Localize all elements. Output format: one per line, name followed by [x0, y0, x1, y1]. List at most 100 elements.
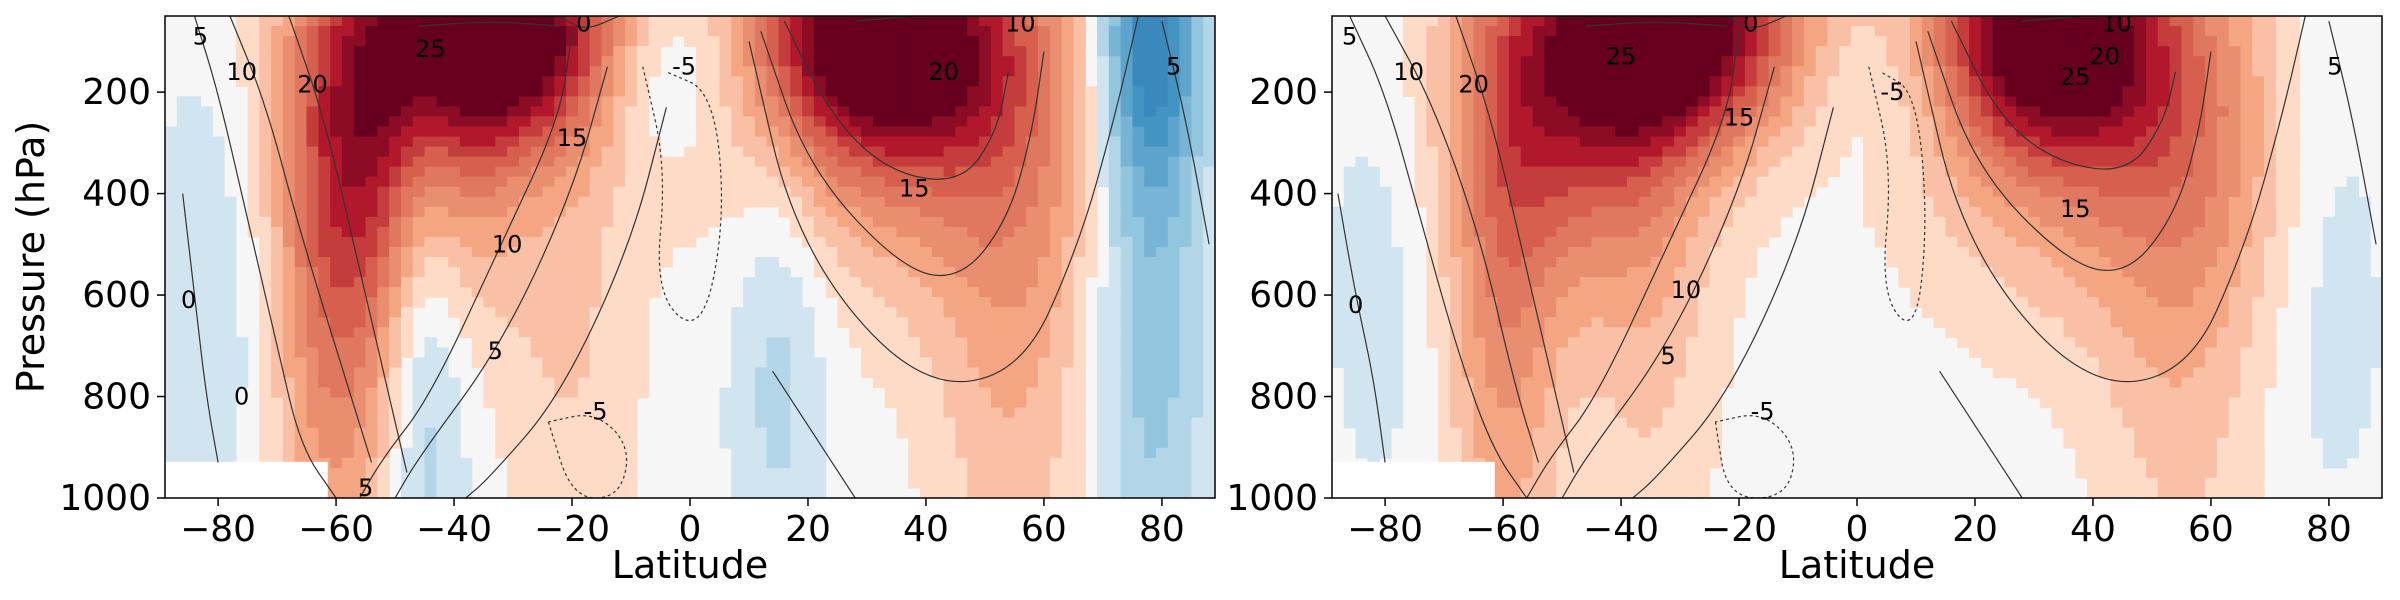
shading-cell	[400, 156, 414, 168]
shading-cell	[459, 166, 473, 178]
shading-cell	[1615, 116, 1628, 128]
shading-cell	[1132, 457, 1145, 469]
shading-cell	[1426, 106, 1439, 118]
shading-cell	[884, 16, 898, 27]
shading-cell	[330, 457, 343, 469]
shading-cell	[1544, 166, 1557, 178]
shading-cell	[1343, 347, 1357, 359]
shading-cell	[931, 166, 945, 178]
shading-cell	[1367, 277, 1380, 288]
shading-cell	[282, 86, 296, 97]
shading-cell	[165, 236, 178, 248]
shading-cell	[1544, 216, 1557, 228]
shading-cell	[1108, 287, 1122, 298]
shading-cell	[330, 327, 343, 338]
shading-cell	[695, 146, 709, 158]
shading-cell	[825, 66, 839, 77]
shading-cell	[931, 377, 945, 389]
shading-cell	[1579, 246, 1593, 258]
shading-cell	[424, 156, 437, 168]
shading-cell	[1603, 337, 1616, 348]
shading-cell	[1615, 347, 1628, 359]
shading-cell	[1626, 337, 1640, 348]
shading-cell	[530, 126, 544, 138]
shading-cell	[1203, 447, 1215, 459]
shading-cell	[1014, 116, 1027, 128]
shading-cell	[990, 267, 1004, 278]
shading-cell	[849, 106, 862, 118]
shading-cell	[436, 76, 449, 87]
shading-cell	[967, 307, 980, 318]
shading-cell	[318, 277, 331, 288]
shading-cell	[341, 457, 355, 469]
shading-cell	[896, 96, 909, 107]
shading-cell	[1497, 337, 1510, 348]
shading-cell	[1367, 357, 1380, 369]
shading-cell	[1532, 357, 1545, 369]
shading-cell	[1002, 367, 1016, 379]
shading-cell	[1144, 487, 1157, 498]
shading-cell	[1544, 236, 1557, 248]
shading-cell	[554, 287, 567, 298]
shading-cell	[743, 176, 756, 188]
shading-cell	[318, 116, 331, 128]
shading-cell	[613, 347, 626, 359]
shading-cell	[200, 427, 213, 439]
shading-cell	[625, 307, 638, 318]
shading-cell	[1438, 327, 1451, 338]
shading-cell	[495, 427, 508, 439]
shading-cell	[1073, 66, 1086, 77]
shading-cell	[1097, 487, 1110, 498]
shading-cell	[589, 186, 603, 198]
shading-cell	[754, 487, 768, 498]
shading-cell	[200, 216, 213, 228]
shading-cell	[566, 357, 579, 369]
shading-cell	[542, 76, 555, 87]
shading-cell	[1591, 46, 1604, 57]
shading-cell	[1591, 417, 1604, 429]
shading-cell	[577, 437, 591, 449]
shading-cell	[341, 46, 355, 57]
shading-cell	[483, 186, 496, 198]
shading-cell	[601, 337, 614, 348]
shading-cell	[884, 166, 898, 178]
shading-cell	[931, 327, 945, 338]
shading-cell	[294, 377, 308, 389]
shading-cell	[330, 397, 343, 409]
shading-cell	[1603, 257, 1616, 268]
shading-cell	[766, 427, 780, 439]
y-tick-label: 200	[82, 72, 151, 113]
shading-cell	[400, 347, 414, 359]
shading-cell	[1544, 76, 1557, 87]
shading-cell	[294, 337, 308, 348]
shading-cell	[1414, 16, 1427, 27]
contour-line	[783, 20, 1010, 180]
shading-cell	[353, 377, 367, 389]
shading-cell	[1473, 307, 1486, 318]
shading-cell	[648, 56, 662, 67]
shading-cell	[341, 136, 355, 148]
shading-cell	[294, 216, 308, 228]
shading-cell	[495, 86, 508, 97]
shading-cell	[247, 206, 260, 218]
shading-cell	[1390, 347, 1404, 359]
shading-cell	[1002, 56, 1016, 67]
shading-cell	[1591, 226, 1604, 238]
shading-cell	[165, 397, 178, 409]
shading-cell	[318, 136, 331, 148]
shading-cell	[566, 417, 579, 429]
shading-cell	[1179, 477, 1193, 489]
shading-cell	[1567, 96, 1581, 107]
shading-cell	[754, 477, 768, 489]
shading-cell	[353, 126, 367, 138]
shading-cell	[1049, 166, 1063, 178]
shading-cell	[613, 257, 626, 268]
shading-cell	[1049, 347, 1063, 359]
shading-cell	[1532, 457, 1545, 469]
shading-cell	[1650, 347, 1663, 359]
shading-cell	[1156, 317, 1169, 328]
shading-cell	[908, 176, 921, 188]
shading-cell	[920, 307, 933, 318]
shading-cell	[566, 397, 579, 409]
shading-cell	[365, 387, 378, 399]
